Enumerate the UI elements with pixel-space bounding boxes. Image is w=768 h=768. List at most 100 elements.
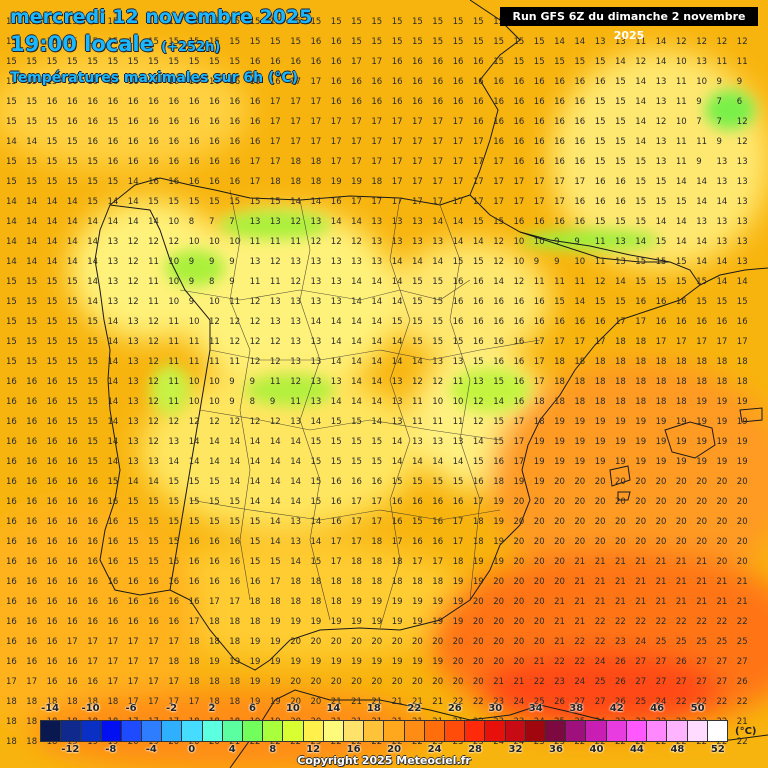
- grid-value: 13: [717, 157, 728, 167]
- grid-value: 15: [412, 297, 423, 307]
- grid-value: 18: [250, 617, 261, 627]
- grid-value: 18: [493, 477, 504, 487]
- grid-value: 15: [108, 57, 119, 67]
- grid-value: 15: [108, 177, 119, 187]
- grid-value: 15: [432, 17, 443, 27]
- grid-value: 18: [189, 657, 200, 667]
- grid-value: 22: [676, 617, 687, 627]
- grid-value: 14: [635, 237, 646, 247]
- grid-value: 17: [717, 337, 728, 347]
- grid-value: 16: [453, 57, 464, 67]
- grid-value: 19: [250, 637, 261, 647]
- grid-value: 15: [47, 277, 58, 287]
- grid-value: 16: [47, 97, 58, 107]
- grid-value: 23: [311, 737, 322, 747]
- grid-value: 14: [615, 57, 626, 67]
- grid-value: 14: [351, 217, 362, 227]
- grid-value: 9: [189, 257, 194, 267]
- grid-value: 11: [676, 97, 687, 107]
- grid-value: 19: [493, 497, 504, 507]
- grid-value: 22: [392, 737, 403, 747]
- grid-value: 16: [351, 77, 362, 87]
- grid-value: 22: [595, 617, 606, 627]
- grid-value: 12: [270, 337, 281, 347]
- grid-value: 17: [737, 337, 748, 347]
- grid-value: 15: [737, 297, 748, 307]
- grid-value: 11: [189, 337, 200, 347]
- grid-value: 16: [26, 497, 37, 507]
- grid-value: 16: [26, 597, 37, 607]
- grid-value: 17: [270, 157, 281, 167]
- grid-value: 20: [595, 517, 606, 527]
- grid-value: 17: [229, 597, 240, 607]
- grid-value: 11: [270, 377, 281, 387]
- grid-value: 14: [311, 517, 322, 527]
- grid-value: 14: [128, 217, 139, 227]
- grid-value: 17: [290, 117, 301, 127]
- grid-value: 26: [554, 697, 565, 707]
- grid-value: 15: [26, 357, 37, 367]
- legend-label: 10: [285, 703, 300, 714]
- grid-value: 20: [615, 537, 626, 547]
- grid-value: 16: [311, 37, 322, 47]
- grid-value: 19: [493, 537, 504, 547]
- grid-value: 15: [209, 477, 220, 487]
- grid-value: 15: [26, 17, 37, 27]
- grid-value: 20: [717, 477, 728, 487]
- grid-value: 13: [351, 257, 362, 267]
- grid-value: 19: [392, 597, 403, 607]
- grid-value: 16: [209, 577, 220, 587]
- grid-value: 15: [432, 317, 443, 327]
- legend-label: 6: [248, 703, 256, 714]
- grid-value: 15: [635, 157, 646, 167]
- grid-value: 15: [229, 17, 240, 27]
- grid-value: 9: [696, 97, 701, 107]
- grid-value: 20: [290, 637, 301, 647]
- grid-value: 13: [290, 257, 301, 267]
- grid-value: 21: [514, 677, 525, 687]
- grid-value: 15: [6, 57, 17, 67]
- grid-value: 12: [351, 237, 362, 247]
- grid-value: 13: [290, 417, 301, 427]
- grid-value: 18: [250, 597, 261, 607]
- grid-value: 15: [412, 317, 423, 327]
- grid-value: 15: [6, 177, 17, 187]
- grid-value: 13: [270, 217, 281, 227]
- grid-value: 15: [371, 37, 382, 47]
- grid-value: 15: [26, 97, 37, 107]
- grid-value: 18: [696, 357, 707, 367]
- grid-value: 12: [737, 37, 748, 47]
- grid-value: 16: [574, 117, 585, 127]
- grid-value: 16: [514, 357, 525, 367]
- grid-value: 17: [128, 657, 139, 667]
- grid-value: 15: [209, 497, 220, 507]
- grid-value: 15: [595, 297, 606, 307]
- grid-value: 18: [351, 557, 362, 567]
- grid-value: 19: [717, 417, 728, 427]
- grid-value: 19: [514, 477, 525, 487]
- grid-value: 17: [331, 157, 342, 167]
- grid-value: 16: [87, 597, 98, 607]
- grid-value: 16: [108, 557, 119, 567]
- grid-value: 20: [412, 637, 423, 647]
- legend-label: 30: [488, 703, 503, 714]
- grid-value: 12: [635, 57, 646, 67]
- grid-value: 15: [148, 537, 159, 547]
- grid-value: 16: [473, 277, 484, 287]
- grid-value: 18: [737, 357, 748, 367]
- grid-value: 20: [595, 537, 606, 547]
- grid-value: 21: [696, 577, 707, 587]
- legend-label: 0: [188, 744, 196, 755]
- grid-value: 19: [676, 457, 687, 467]
- grid-value: 19: [595, 437, 606, 447]
- grid-value: 13: [737, 177, 748, 187]
- grid-value: 15: [453, 17, 464, 27]
- legend-swatch: [667, 720, 688, 742]
- grid-value: 15: [6, 117, 17, 127]
- grid-value: 15: [412, 477, 423, 487]
- grid-value: 14: [371, 337, 382, 347]
- grid-value: 17: [148, 697, 159, 707]
- grid-value: 18: [209, 697, 220, 707]
- grid-value: 10: [432, 397, 443, 407]
- grid-value: 17: [392, 157, 403, 167]
